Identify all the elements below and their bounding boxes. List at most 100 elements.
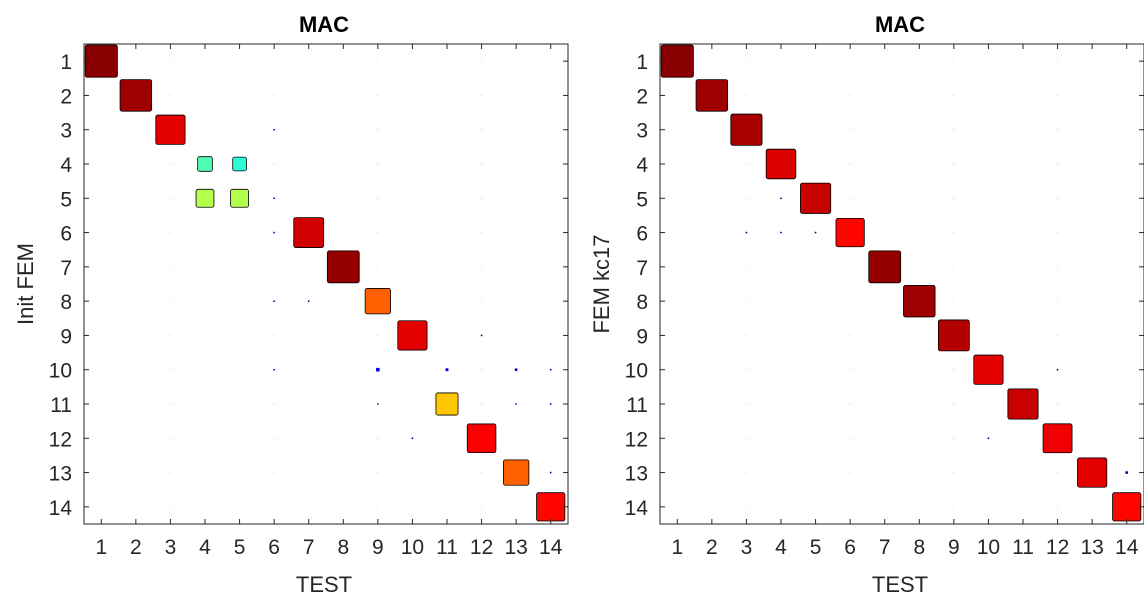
background-dot <box>480 403 483 405</box>
y-tick-label: 10 <box>625 360 648 383</box>
mac-cell-8-7 <box>326 250 360 284</box>
background-dot <box>953 163 955 165</box>
x-tick-label: 1 <box>95 536 107 559</box>
background-dot <box>480 300 483 302</box>
y-tick-label: 3 <box>60 120 72 143</box>
mac-cell-1-1 <box>84 44 118 78</box>
background-dot <box>480 94 483 97</box>
background-dot <box>273 471 275 474</box>
x-tick-label: 13 <box>1080 536 1103 559</box>
mac-cell-6-6 <box>273 231 275 234</box>
background-dot <box>377 437 379 439</box>
background-dot <box>1056 60 1059 62</box>
mac-cell-10-10 <box>973 354 1004 385</box>
mac-chart-fem-kc17: MAC TEST FEM kc17 1 2 3 4 5 6 7 8 9 10 11 12 13 14123… <box>589 12 1144 597</box>
x-tick-label: 7 <box>879 536 891 559</box>
background-dot <box>377 471 379 474</box>
x-tick-label: 2 <box>706 536 718 559</box>
mac-cell-3-6 <box>745 231 748 234</box>
mac-cell-5-5 <box>230 188 249 208</box>
y-tick-label: 2 <box>636 85 648 108</box>
mac-cell-6-3 <box>273 128 275 131</box>
x-tick-label: 6 <box>268 536 280 559</box>
background-dot <box>849 437 851 439</box>
y-tick-label: 7 <box>636 257 648 280</box>
mac-cell-7-8 <box>307 300 310 302</box>
background-dot <box>377 266 379 268</box>
y-tick-label: 6 <box>636 223 648 246</box>
y-axis-label: Init FEM <box>13 243 38 325</box>
x-axis-label: TEST <box>296 572 352 597</box>
y-tick-label: 14 <box>625 497 649 520</box>
x-tick-label: 10 <box>401 536 424 559</box>
background-dot <box>745 94 748 97</box>
background-dot <box>169 334 172 337</box>
mac-cell-12-12 <box>1042 423 1073 454</box>
background-dot <box>273 163 275 165</box>
background-dot <box>953 231 955 234</box>
background-dot <box>273 94 275 97</box>
mac-cell-2-2 <box>695 79 729 112</box>
background-dot <box>849 60 851 62</box>
x-tick-label: 10 <box>977 536 1000 559</box>
y-tick-label: 10 <box>49 360 72 383</box>
y-tick-label: 12 <box>49 428 72 451</box>
mac-cell-12-12 <box>466 423 497 454</box>
y-tick-label: 5 <box>636 188 648 211</box>
mac-cell-13-11 <box>515 403 517 405</box>
mac-cell-14-14 <box>536 492 566 522</box>
background-dot <box>480 163 483 165</box>
background-dot <box>480 60 483 62</box>
background-dot <box>169 231 172 234</box>
background-dot <box>1056 403 1059 405</box>
y-tick-label: 8 <box>60 291 72 314</box>
background-dot <box>273 437 275 439</box>
mac-cell-14-10 <box>549 368 552 371</box>
y-tick-label: 7 <box>60 257 72 280</box>
mac-cell-4-5 <box>195 188 215 208</box>
background-dot <box>953 266 955 268</box>
background-dot <box>169 266 172 268</box>
mac-cell-12-10 <box>1056 368 1059 371</box>
mac-cell-11-10 <box>445 368 449 372</box>
y-tick-label: 8 <box>636 291 648 314</box>
mac-cell-10-12 <box>987 437 990 440</box>
y-tick-label: 1 <box>636 51 648 74</box>
x-tick-label: 12 <box>1046 536 1069 559</box>
background-dot <box>1056 334 1059 337</box>
background-dot <box>377 334 379 337</box>
mac-cell-4-5 <box>780 197 782 200</box>
x-tick-label: 8 <box>913 536 925 559</box>
x-tick-label: 7 <box>303 536 315 559</box>
background-dot <box>849 266 851 268</box>
background-dot <box>377 129 379 131</box>
mac-cell-5-4 <box>232 156 247 172</box>
background-dot <box>953 369 955 371</box>
background-dot <box>273 403 275 405</box>
background-dot <box>953 197 955 199</box>
background-dot <box>1056 266 1059 268</box>
background-dot <box>745 471 748 474</box>
background-dot <box>745 197 748 199</box>
y-tick-label: 9 <box>60 325 72 348</box>
mac-chart-init-fem: MAC TEST Init FEM 1 2 3 4 5 6 7 8 9 10 11 12 13 14123… <box>13 12 569 597</box>
background-dot <box>169 369 172 371</box>
background-dot <box>745 334 748 337</box>
mac-cell-10-12 <box>411 437 414 440</box>
chart-title: MAC <box>875 12 925 37</box>
axes-box <box>659 43 1144 525</box>
x-tick-label: 1 <box>671 536 683 559</box>
mac-cell-3-3 <box>155 114 186 145</box>
background-dot <box>953 437 955 439</box>
background-dot <box>377 94 379 97</box>
background-dot <box>377 163 379 165</box>
mac-cell-14-14 <box>1112 492 1142 522</box>
mac-cell-9-9 <box>937 319 970 352</box>
background-dot <box>169 197 172 199</box>
background-dot <box>169 163 172 165</box>
background-dot <box>849 471 851 474</box>
background-dot <box>849 163 851 165</box>
mac-cell-6-10 <box>273 368 275 371</box>
background-dot <box>745 403 748 405</box>
